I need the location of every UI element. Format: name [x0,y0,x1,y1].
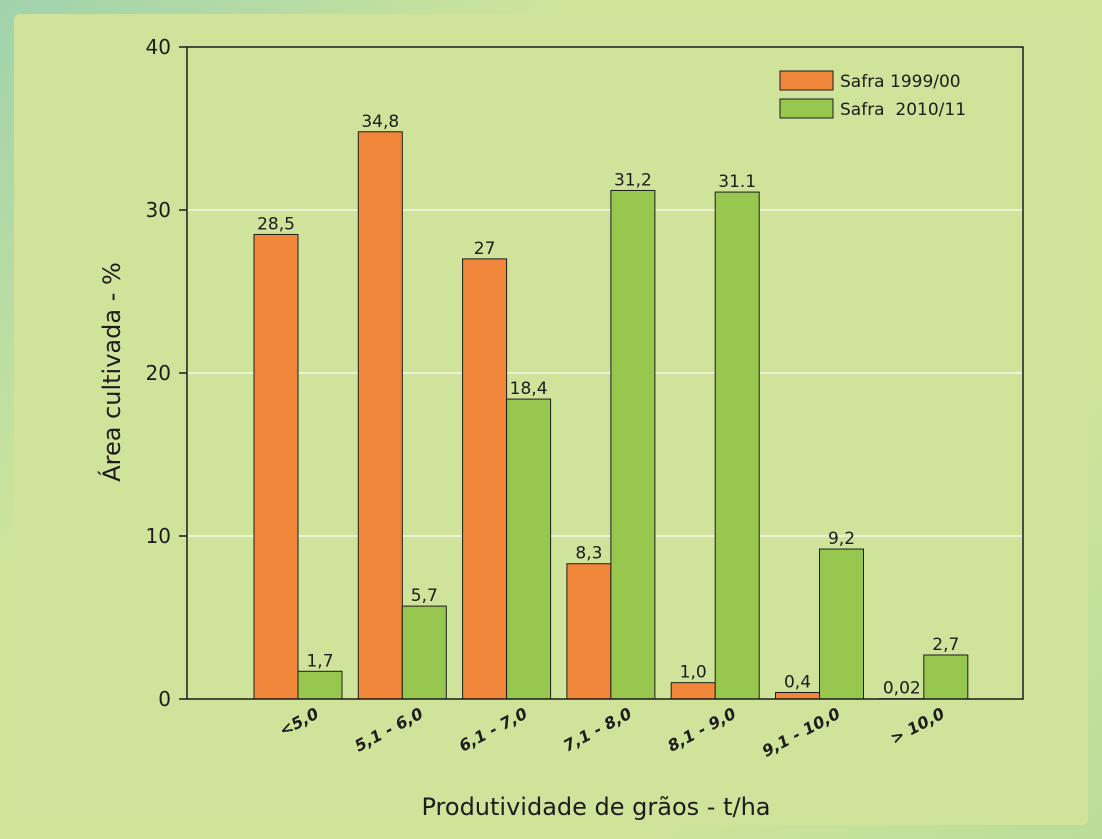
y-axis-title: Área cultivada - % [97,262,126,482]
data-label-series-2: 9,2 [828,529,855,549]
data-label-series-2: 5,7 [411,586,438,606]
data-label-series-2: 18,4 [510,379,548,399]
legend-swatch-series-2 [779,98,834,119]
bar-series-2 [297,670,343,700]
legend-swatch-series-1 [779,70,834,91]
bar-series-1 [566,563,612,700]
x-axis-title: Produtividade de grãos - t/ha [422,793,771,821]
y-tick-label: 40 [146,35,171,59]
bar-series-1 [462,258,508,700]
data-label-series-1: 28,5 [257,214,295,234]
data-label-series-2: 1,7 [306,651,333,671]
data-label-series-1: 34,8 [361,112,399,132]
bar-series-2 [610,189,656,700]
x-axis-ticks: <5,0 5,1 - 6,0 6,1 - 7,0 7,1 - 8,0 8,1 - 9,0… [276,704,948,761]
x-tick-label: <5,0 [276,704,322,740]
y-axis-ticks: 0 10 20 30 40 [146,35,187,711]
x-tick-label: 5,1 - 6,0 [352,704,427,756]
bars [253,131,969,700]
y-tick-label: 0 [158,687,171,711]
data-label-series-1: 0,02 [883,679,921,699]
data-label-series-2: 2,7 [932,635,959,655]
bar-series-2 [506,398,552,700]
bar-series-1 [775,691,820,700]
x-tick-label: > 10,0 [887,704,948,748]
y-tick-label: 30 [146,198,171,222]
bar-series-2 [819,548,864,700]
y-tick-label: 20 [146,361,171,385]
x-tick-label: 7,1 - 8,0 [560,704,635,756]
data-label-series-1: 8,3 [575,544,602,564]
data-label-series-2: 31,2 [614,170,652,190]
data-label-series-1: 1,0 [680,663,707,683]
legend: Safra 1999/00 Safra 2010/11 [779,70,966,120]
bar-series-1 [670,682,716,700]
bar-series-2 [714,191,760,700]
legend-label-series-2: Safra 2010/11 [840,100,966,120]
x-tick-label: 8,1 - 9,0 [664,704,739,756]
legend-label-series-1: Safra 1999/00 [840,72,961,92]
y-tick-label: 10 [146,524,171,548]
data-label-series-2: 31.1 [718,172,756,192]
bar-series-2 [923,654,969,700]
bar-series-2 [401,605,447,700]
x-tick-label: 6,1 - 7,0 [456,704,531,756]
data-label-series-1: 27 [474,239,496,259]
data-labels: 28,5 1,7 34,8 5,7 27 18,4 8,3 31,2 1,0 31.1 0,4 9,2… [257,112,959,699]
bar-series-1 [253,233,299,700]
data-label-series-1: 0,4 [784,672,811,692]
x-tick-label: 9,1 - 10,0 [759,704,844,761]
gridlines [187,209,1023,537]
bar-series-1 [357,131,403,700]
